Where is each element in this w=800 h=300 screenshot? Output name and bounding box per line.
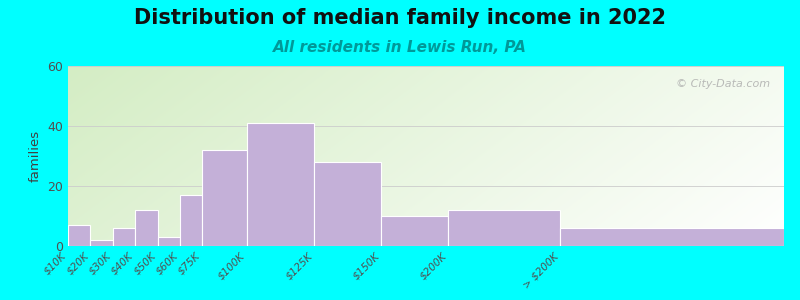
Bar — [158, 237, 180, 246]
Bar — [135, 210, 158, 246]
Bar — [180, 195, 202, 246]
Bar — [560, 228, 784, 246]
Bar — [448, 210, 560, 246]
Text: © City-Data.com: © City-Data.com — [675, 79, 770, 88]
Bar — [68, 225, 90, 246]
Text: All residents in Lewis Run, PA: All residents in Lewis Run, PA — [273, 40, 527, 56]
Y-axis label: families: families — [29, 130, 42, 182]
Text: Distribution of median family income in 2022: Distribution of median family income in … — [134, 8, 666, 28]
Bar — [202, 150, 247, 246]
Bar — [382, 216, 448, 246]
Bar — [314, 162, 382, 246]
Bar — [113, 228, 135, 246]
Bar — [90, 240, 113, 246]
Bar — [247, 123, 314, 246]
